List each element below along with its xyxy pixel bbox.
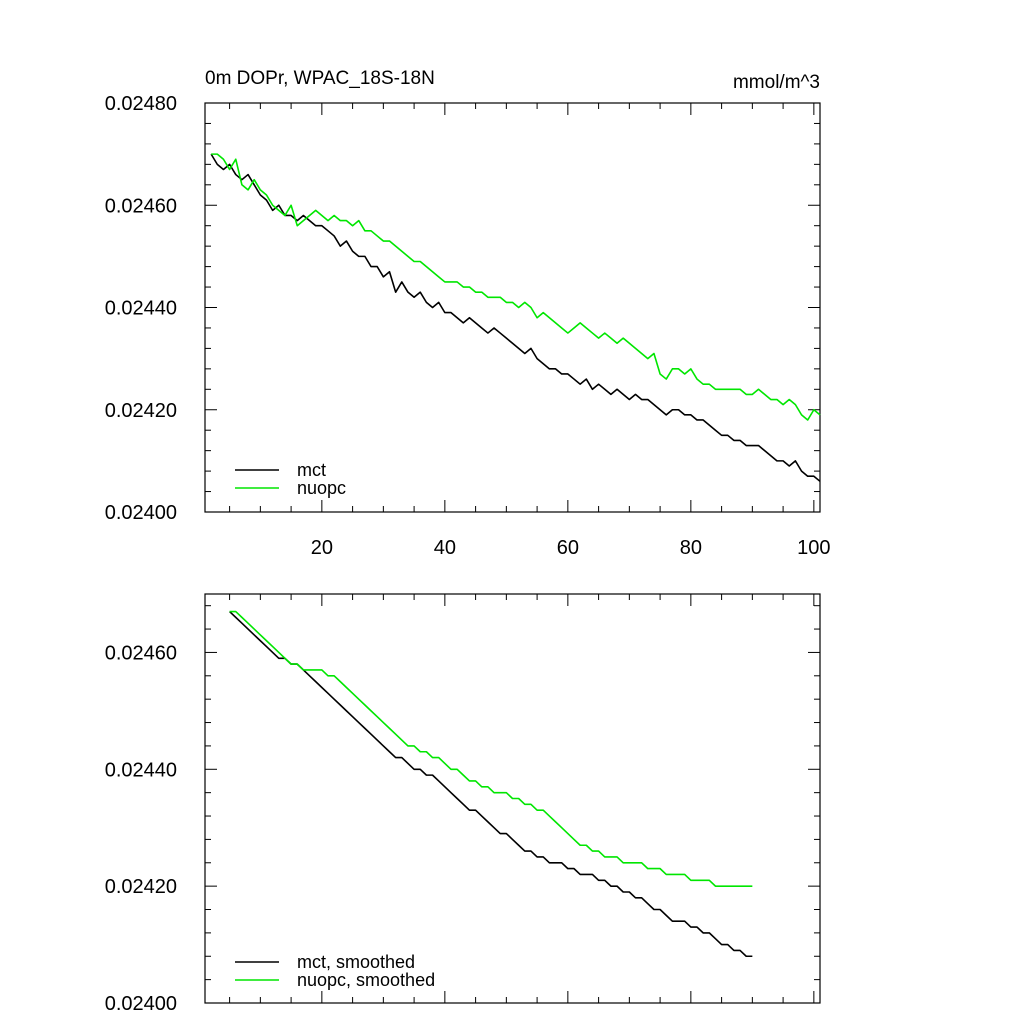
- top-panel: 0m DOPr, WPAC_18S-18N mmol/m^3 20 40 60 80 1…: [105, 68, 831, 559]
- y-tick-label: 0.02400: [105, 502, 177, 524]
- chart-title: 0m DOPr, WPAC_18S-18N: [205, 68, 435, 89]
- legend-label: mct, smoothed: [297, 952, 415, 972]
- x-tick-label: 40: [434, 537, 456, 559]
- plot-frame: [204, 593, 821, 1004]
- series-line-mct-smoothed: [229, 610, 753, 958]
- y-tick-label: 0.02420: [105, 400, 177, 422]
- y-tick-label: 0.02420: [105, 876, 177, 898]
- x-tick-label: 60: [557, 537, 579, 559]
- legend-label: nuopc, smoothed: [297, 970, 435, 990]
- legend-label: nuopc: [297, 478, 346, 498]
- y-tick-label: 0.02460: [105, 642, 177, 664]
- series-line-nuopc-smoothed: [229, 610, 753, 887]
- y-tick-label: 0.02460: [105, 195, 177, 217]
- units-label: mmol/m^3: [733, 72, 820, 93]
- x-tick-label: 80: [680, 537, 702, 559]
- plot-frame: [204, 102, 821, 513]
- x-tick-label: 20: [311, 537, 333, 559]
- bottom-panel: 0.02400 0.02420 0.02440 0.02460 mct, smoothe…: [105, 593, 821, 1015]
- series-line-nuopc: [211, 153, 821, 421]
- y-tick-label: 0.02480: [105, 93, 177, 115]
- y-tick-label: 0.02440: [105, 298, 177, 320]
- y-tick-label: 0.02400: [105, 993, 177, 1015]
- legend-label: mct: [297, 460, 326, 480]
- x-tick-label: 100: [797, 537, 830, 559]
- y-tick-label: 0.02440: [105, 759, 177, 781]
- series-line-mct: [210, 153, 821, 482]
